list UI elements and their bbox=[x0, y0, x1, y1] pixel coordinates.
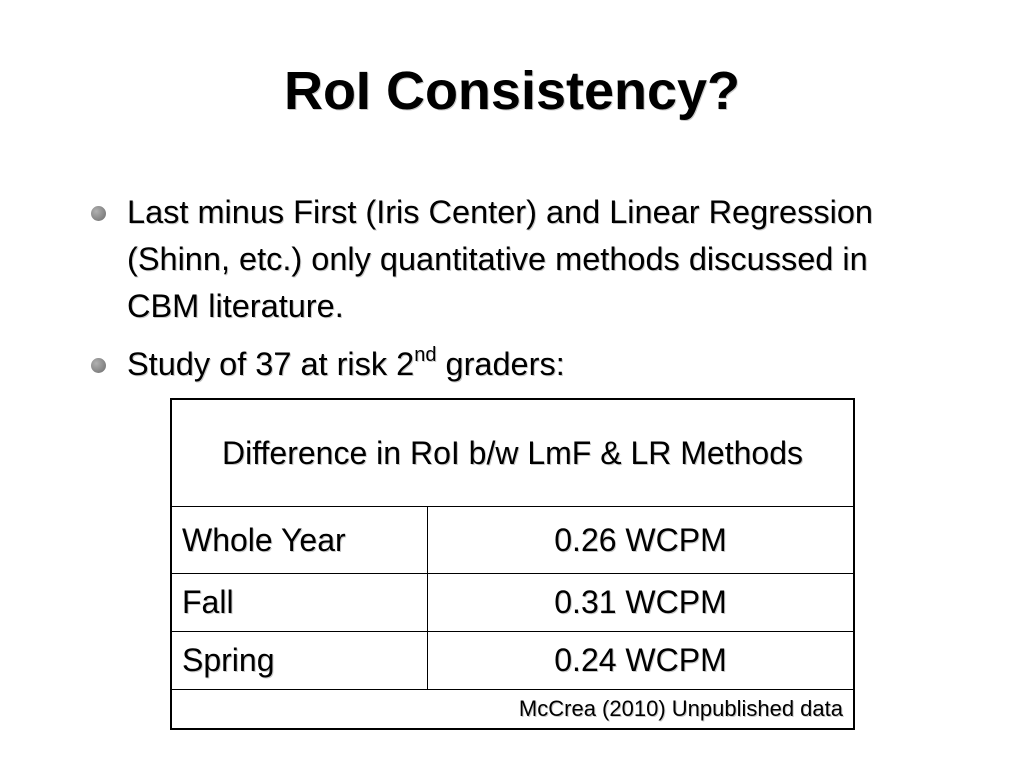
table-row: Spring 0.24 WCPM bbox=[170, 631, 855, 690]
bullet-1-text: Last minus First (Iris Center) and Linea… bbox=[127, 194, 873, 324]
bullet-dot-icon bbox=[91, 206, 106, 221]
bullet-2-text: Study of 37 at risk 2nd graders: bbox=[127, 341, 565, 388]
row-value-cell: 0.31 WCPM bbox=[427, 573, 855, 632]
rate-difference-table: Difference in RoI b/w LmF & LR Methods W… bbox=[170, 398, 855, 730]
row-label-cell: Whole Year bbox=[170, 506, 428, 574]
slide-title: RoI Consistency? bbox=[283, 61, 741, 121]
bullet-dot-icon bbox=[91, 358, 106, 373]
table-source-row: McCrea (2010) Unpublished data bbox=[170, 689, 855, 730]
bullet-2-suffix: graders: bbox=[436, 346, 565, 382]
row-value-cell: 0.26 WCPM bbox=[427, 506, 855, 574]
table-header-cell: Difference in RoI b/w LmF & LR Methods bbox=[170, 398, 855, 507]
row-value-cell: 0.24 WCPM bbox=[427, 631, 855, 690]
bullet-2-superscript: nd bbox=[414, 344, 437, 366]
bullet-2-prefix: Study of 37 at risk 2 bbox=[127, 346, 415, 382]
table-header-row: Difference in RoI b/w LmF & LR Methods bbox=[170, 398, 855, 507]
row-label-cell: Fall bbox=[170, 573, 428, 632]
row-label-cell: Spring bbox=[170, 631, 428, 690]
table-row: Fall 0.31 WCPM bbox=[170, 573, 855, 632]
table-source-cell: McCrea (2010) Unpublished data bbox=[170, 689, 855, 730]
table-row: Whole Year 0.26 WCPM bbox=[170, 506, 855, 574]
